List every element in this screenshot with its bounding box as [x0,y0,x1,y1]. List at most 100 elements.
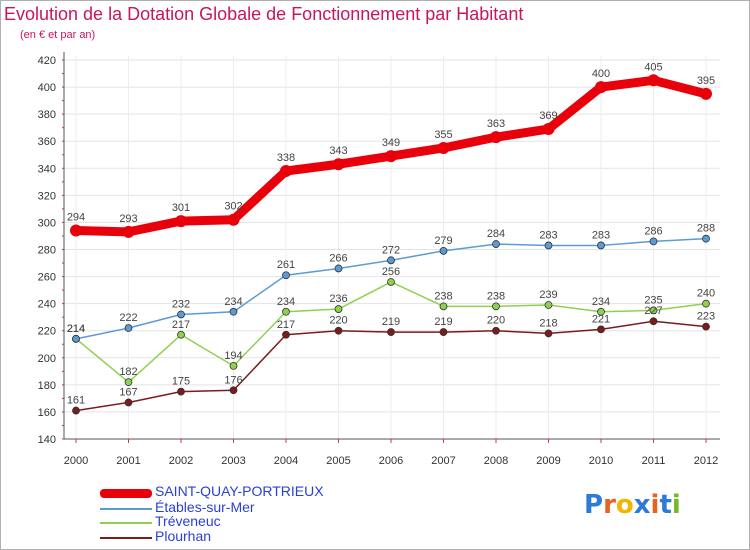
data-point [542,123,555,136]
proxiti-logo: Proxiti [584,490,681,520]
data-point [229,362,238,370]
y-tick-label: 260 [38,272,56,284]
legend-swatch [100,522,152,524]
data-point [702,299,710,308]
y-tick-label: 180 [38,380,56,392]
data-point [280,164,292,177]
x-tick-label: 2010 [589,455,613,467]
data-point [597,325,605,334]
data-label: 176 [224,374,242,386]
data-label: 288 [697,223,715,235]
data-label: 266 [329,252,347,264]
x-tick-label: 2008 [484,455,508,467]
data-label: 283 [592,229,610,241]
y-tick-label: 240 [38,299,56,311]
legend-label: Plourhan [155,528,212,544]
data-point [229,386,238,395]
data-point [544,301,553,309]
data-label: 234 [277,296,295,308]
data-label: 239 [539,289,557,301]
data-label: 194 [224,350,242,362]
data-label: 293 [119,213,137,225]
data-point [124,324,133,332]
x-tick-label: 2002 [169,455,193,467]
data-label: 223 [697,311,715,323]
data-label: 167 [119,386,137,398]
data-point [647,74,660,87]
legend-swatch [100,537,152,539]
data-point [700,87,712,100]
x-tick-label: 2003 [221,455,245,467]
data-label: 294 [67,212,85,224]
data-label: 279 [434,235,452,247]
data-label: 338 [277,152,295,164]
logo-letter: i [671,490,681,520]
data-point [544,329,553,338]
data-point [439,246,448,255]
chart-title: Evolution de la Dotation Globale de Fonc… [4,4,524,24]
data-label: 182 [119,366,137,378]
data-label: 238 [487,290,505,302]
data-point [597,307,605,316]
data-point [227,213,240,226]
data-point [177,330,185,339]
data-point [439,328,448,336]
data-label: 369 [539,110,557,122]
chart-subtitle: (en € et par an) [20,29,96,41]
y-tick-label: 140 [38,434,56,446]
data-label: 283 [539,229,557,241]
data-point [492,240,500,248]
data-point [387,328,395,336]
data-label: 175 [172,376,190,388]
y-tick-label: 360 [38,136,56,148]
x-tick-label: 2009 [536,455,560,467]
data-point [72,406,80,415]
data-point [490,131,502,144]
x-tick-label: 2001 [116,455,140,467]
x-tick-label: 2007 [431,455,455,467]
legend-swatch [100,508,152,510]
data-point [387,256,395,265]
data-label: 161 [67,395,85,407]
data-point [595,81,607,94]
data-point [175,215,187,228]
y-tick-label: 280 [38,245,56,257]
x-tick-label: 2006 [379,455,403,467]
data-point [439,302,448,311]
data-point [177,310,185,319]
y-tick-label: 200 [38,353,56,365]
data-point [334,305,343,313]
data-point [334,264,343,273]
x-tick-label: 2012 [694,455,718,467]
data-label: 227 [644,305,662,317]
data-label: 220 [329,315,347,327]
data-point [649,306,658,315]
data-label: 286 [644,225,662,237]
data-label: 214 [67,323,85,335]
y-tick-label: 380 [38,109,56,121]
data-label: 343 [329,145,347,157]
data-label: 235 [644,294,662,306]
data-label: 217 [277,319,295,331]
data-label: 234 [224,296,242,308]
legend-swatch [100,488,152,498]
legend-label: Tréveneuc [155,513,221,529]
logo-letter: i [650,490,660,520]
data-point [124,378,133,387]
data-point [544,241,553,250]
data-label: 236 [329,293,347,305]
data-label: 220 [487,315,505,327]
data-label: 355 [434,129,452,141]
legend-label: Étables-sur-Mer [155,499,255,515]
logo-letter: r [603,490,616,520]
data-point [177,387,185,396]
legend-label: SAINT-QUAY-PORTRIEUX [155,483,324,499]
logo-letter: P [584,490,604,520]
logo-letter: x [633,490,651,520]
x-tick-label: 2000 [64,455,88,467]
data-label: 232 [172,298,190,310]
data-label: 234 [592,296,610,308]
data-label: 221 [592,313,610,325]
